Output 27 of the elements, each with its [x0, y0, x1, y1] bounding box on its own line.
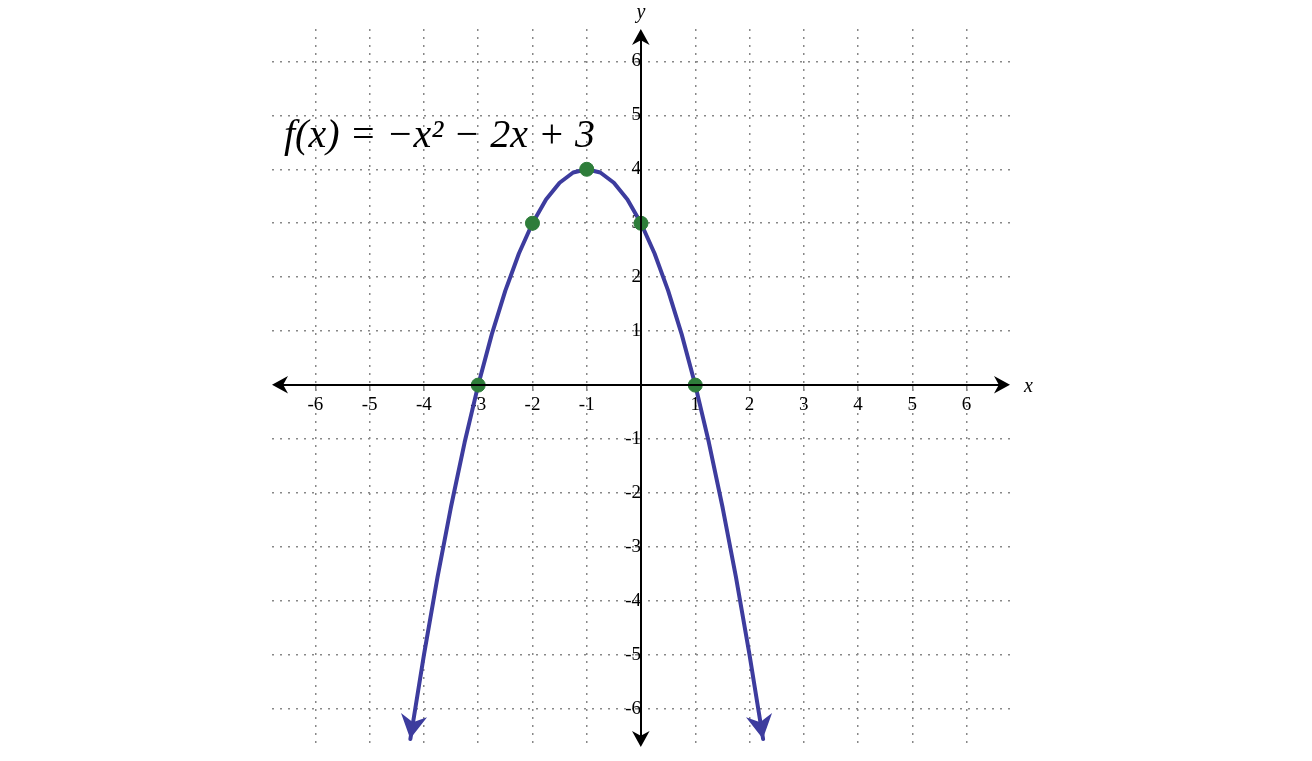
x-tick-label: 5 [907, 393, 918, 415]
y-tick-label: 4 [631, 157, 642, 179]
x-tick-label: -5 [361, 393, 378, 415]
x-tick-label: -1 [578, 393, 595, 415]
y-tick-label: -2 [625, 481, 641, 502]
x-tick-label: 1 [690, 393, 701, 415]
x-tick-label: 6 [961, 393, 972, 415]
x-tick-label: -6 [307, 393, 324, 415]
x-tick-label: 3 [799, 393, 809, 415]
y-tick-label: 6 [631, 49, 641, 71]
x-tick-label: 4 [853, 393, 864, 415]
x-tick-label: -2 [524, 393, 541, 415]
y-tick-label: -6 [625, 696, 641, 718]
y-tick-label: -1 [625, 427, 641, 449]
y-tick-label: -5 [625, 642, 641, 664]
y-tick-label: 1 [631, 319, 641, 341]
y-axis-title: y [634, 0, 646, 24]
point [524, 215, 540, 231]
y-tick-label: 5 [631, 103, 641, 125]
annotation: f(x) = −x² − 2x + 3 [284, 111, 595, 157]
y-tick-label: -4 [625, 588, 642, 610]
y-tick-label: -3 [625, 534, 641, 556]
x-tick-label: 2 [744, 393, 755, 415]
x-axis-title: x [1023, 374, 1033, 397]
point [579, 161, 595, 177]
y-tick-label: 2 [631, 265, 641, 287]
x-tick-label: -4 [416, 393, 433, 415]
